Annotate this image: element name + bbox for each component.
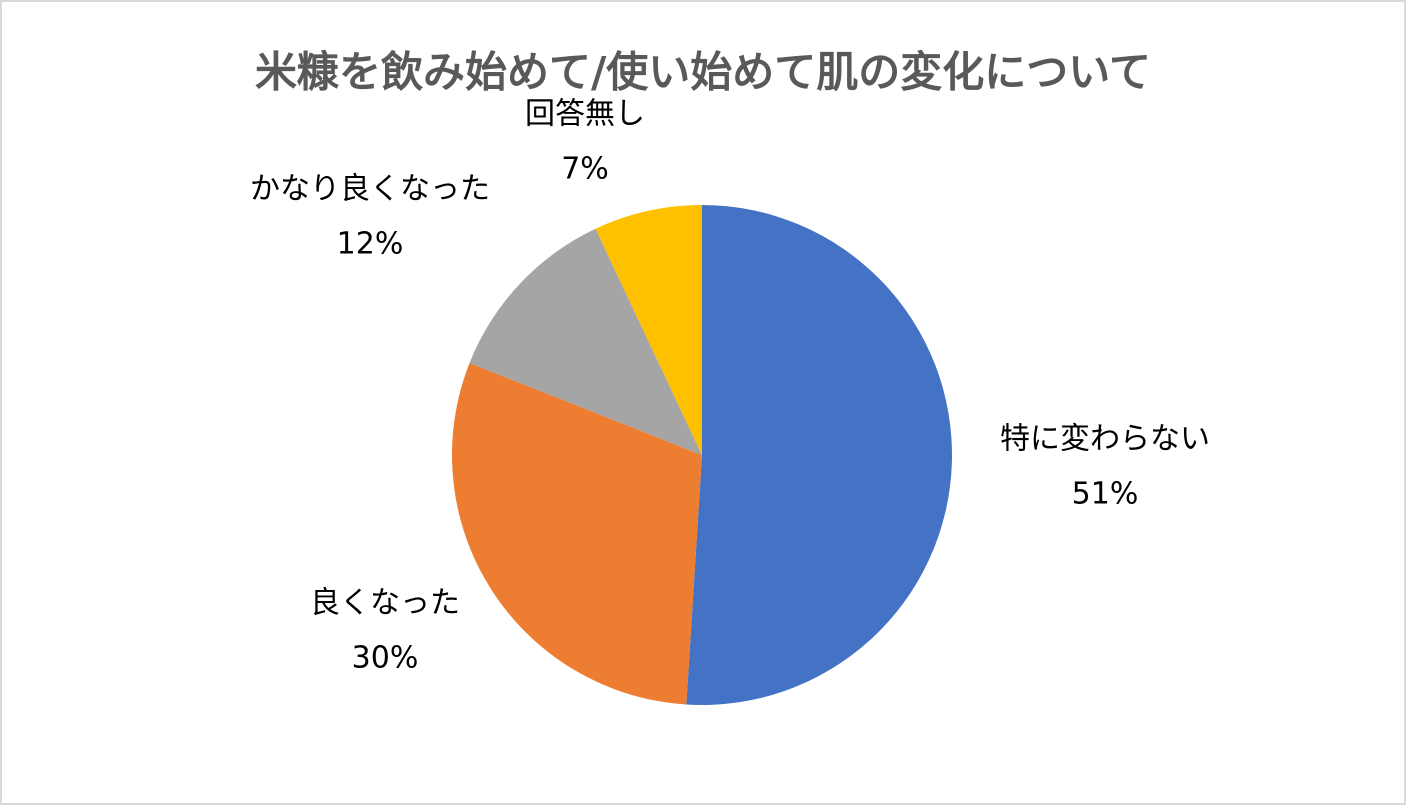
pie-slice xyxy=(686,205,953,705)
slice-category: 回答無し xyxy=(525,97,645,132)
chart-title: 米糠を飲み始めて/使い始めて肌の変化について xyxy=(255,48,1151,97)
slice-value-label: 51% xyxy=(1072,477,1139,512)
pie-slice xyxy=(452,362,702,705)
slice-category: 良くなった xyxy=(310,586,460,621)
pie-slice xyxy=(595,205,702,455)
slice-value-label: 12% xyxy=(337,227,404,262)
slice-category: 特に変わらない xyxy=(1000,422,1210,457)
slice-category: かなり良くなった xyxy=(250,172,490,207)
pie-slice xyxy=(469,228,702,455)
slice-value-label: 30% xyxy=(352,641,419,676)
slice-value-label: 7% xyxy=(561,152,609,187)
